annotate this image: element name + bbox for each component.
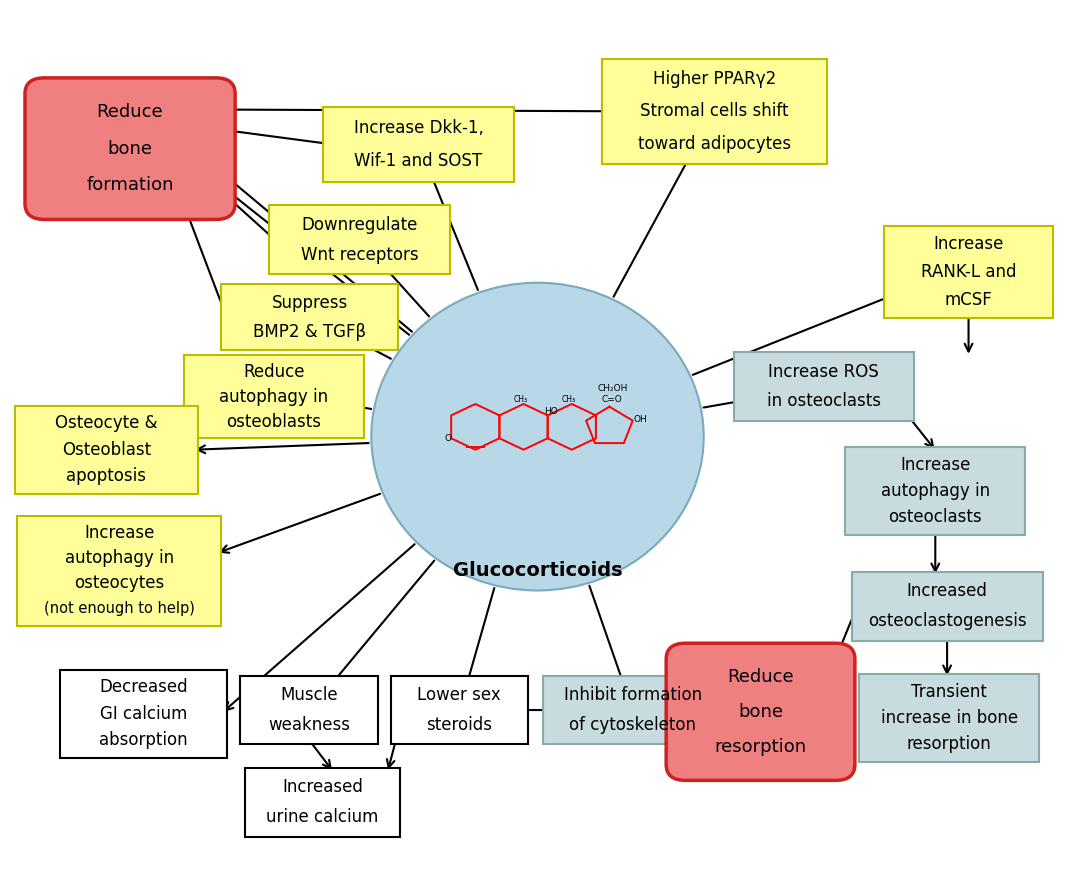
Text: weakness: weakness bbox=[268, 716, 350, 734]
Text: (not enough to help): (not enough to help) bbox=[44, 602, 195, 617]
Text: O: O bbox=[445, 434, 451, 443]
Text: in osteoclasts: in osteoclasts bbox=[766, 392, 880, 410]
FancyBboxPatch shape bbox=[241, 676, 377, 744]
FancyBboxPatch shape bbox=[25, 78, 235, 220]
Text: Higher PPARγ2: Higher PPARγ2 bbox=[653, 70, 776, 88]
Text: autophagy in: autophagy in bbox=[219, 387, 328, 406]
FancyBboxPatch shape bbox=[324, 107, 514, 182]
FancyBboxPatch shape bbox=[60, 669, 227, 758]
Text: Increased: Increased bbox=[282, 779, 363, 796]
FancyBboxPatch shape bbox=[851, 572, 1043, 640]
FancyBboxPatch shape bbox=[184, 355, 363, 438]
FancyBboxPatch shape bbox=[245, 768, 400, 837]
Text: of cytoskeleton: of cytoskeleton bbox=[570, 716, 697, 734]
FancyBboxPatch shape bbox=[602, 58, 827, 164]
Text: Reduce: Reduce bbox=[97, 103, 163, 121]
Text: Lower sex: Lower sex bbox=[417, 686, 501, 704]
FancyBboxPatch shape bbox=[390, 676, 528, 744]
Text: Glucocorticoids: Glucocorticoids bbox=[453, 561, 622, 580]
FancyBboxPatch shape bbox=[859, 674, 1040, 762]
Text: Increase ROS: Increase ROS bbox=[769, 363, 879, 380]
FancyBboxPatch shape bbox=[884, 226, 1054, 318]
Text: Reduce: Reduce bbox=[727, 668, 793, 685]
Text: Decreased: Decreased bbox=[99, 678, 188, 696]
Text: Suppress: Suppress bbox=[272, 295, 348, 312]
Text: urine calcium: urine calcium bbox=[267, 808, 378, 826]
FancyBboxPatch shape bbox=[845, 447, 1026, 535]
Text: RANK-L and: RANK-L and bbox=[921, 263, 1016, 280]
Text: autophagy in: autophagy in bbox=[64, 549, 174, 567]
Text: mCSF: mCSF bbox=[945, 290, 992, 309]
Text: CH₂OH: CH₂OH bbox=[597, 384, 628, 393]
FancyBboxPatch shape bbox=[221, 285, 398, 350]
Text: osteoclastogenesis: osteoclastogenesis bbox=[868, 612, 1027, 631]
Text: Increase Dkk-1,: Increase Dkk-1, bbox=[354, 119, 484, 137]
Text: resorption: resorption bbox=[907, 736, 991, 753]
Text: Transient: Transient bbox=[912, 683, 987, 700]
Text: osteoclasts: osteoclasts bbox=[888, 509, 983, 527]
Text: osteoblasts: osteoblasts bbox=[226, 413, 321, 430]
Text: Osteocyte &: Osteocyte & bbox=[55, 415, 158, 432]
Text: apoptosis: apoptosis bbox=[67, 467, 146, 485]
Text: Inhibit formation: Inhibit formation bbox=[564, 686, 702, 704]
Text: Increase: Increase bbox=[900, 456, 971, 474]
Text: resorption: resorption bbox=[715, 738, 806, 756]
Text: Increase: Increase bbox=[84, 524, 155, 542]
Text: OH: OH bbox=[633, 415, 647, 424]
Text: osteocytes: osteocytes bbox=[74, 574, 164, 593]
Text: Increase: Increase bbox=[933, 235, 1004, 253]
FancyBboxPatch shape bbox=[543, 676, 723, 744]
Text: GI calcium: GI calcium bbox=[100, 705, 187, 722]
Text: Downregulate: Downregulate bbox=[301, 216, 418, 234]
FancyBboxPatch shape bbox=[270, 206, 449, 274]
FancyBboxPatch shape bbox=[666, 643, 855, 781]
Text: absorption: absorption bbox=[99, 731, 188, 749]
Text: bone: bone bbox=[108, 139, 153, 158]
Text: Muscle: Muscle bbox=[281, 686, 338, 704]
Text: toward adipocytes: toward adipocytes bbox=[637, 135, 791, 153]
Text: Osteoblast: Osteoblast bbox=[62, 441, 151, 459]
FancyBboxPatch shape bbox=[734, 352, 914, 421]
Text: Stromal cells shift: Stromal cells shift bbox=[641, 102, 789, 120]
Text: HO: HO bbox=[544, 407, 558, 415]
FancyBboxPatch shape bbox=[15, 406, 198, 494]
Text: formation: formation bbox=[86, 176, 174, 194]
Text: CH₃: CH₃ bbox=[562, 394, 576, 404]
Text: Increased: Increased bbox=[906, 582, 988, 601]
Ellipse shape bbox=[371, 283, 704, 590]
Text: Wif-1 and SOST: Wif-1 and SOST bbox=[355, 152, 483, 169]
FancyBboxPatch shape bbox=[17, 516, 221, 625]
Text: C=O: C=O bbox=[602, 395, 622, 405]
Text: increase in bone: increase in bone bbox=[880, 709, 1018, 727]
Text: BMP2 & TGFβ: BMP2 & TGFβ bbox=[253, 323, 367, 340]
Text: steroids: steroids bbox=[426, 716, 492, 734]
Text: autophagy in: autophagy in bbox=[880, 482, 990, 500]
Text: Wnt receptors: Wnt receptors bbox=[301, 245, 418, 264]
Text: bone: bone bbox=[739, 703, 783, 721]
Text: Reduce: Reduce bbox=[243, 363, 304, 381]
Text: CH₃: CH₃ bbox=[514, 394, 528, 404]
